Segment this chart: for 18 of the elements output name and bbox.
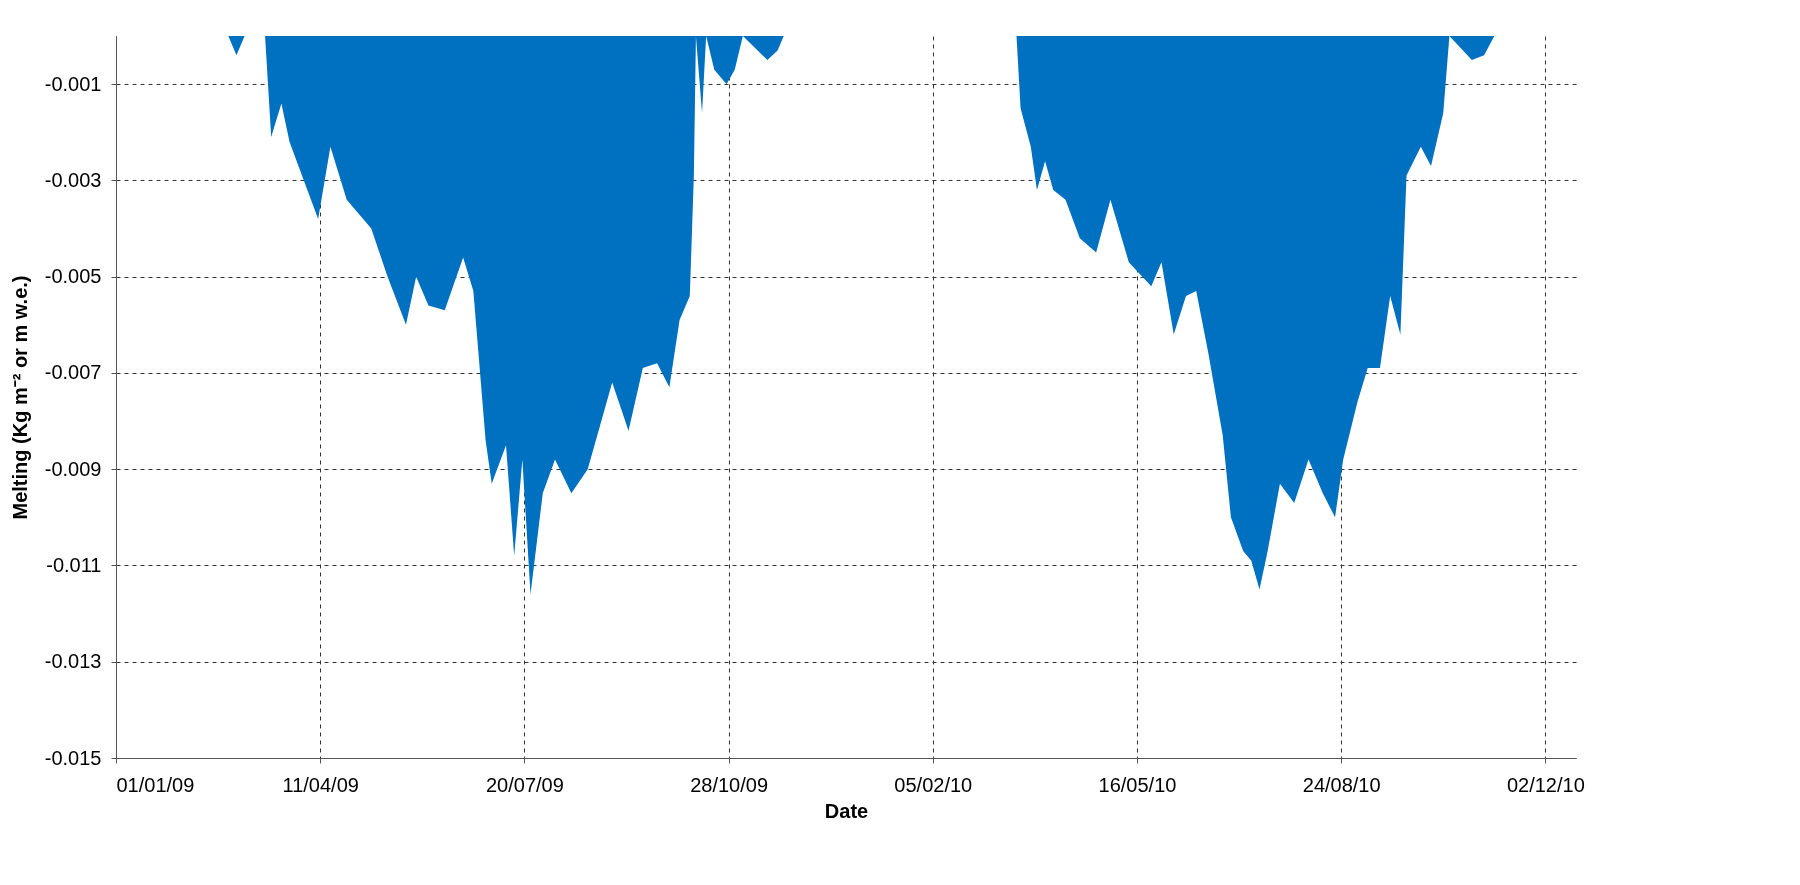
y-tick-label: -0.015 — [44, 746, 102, 769]
y-axis-title: Melting (Kg m⁻² or m w.e.) — [8, 275, 31, 520]
y-tick-label: -0.011 — [46, 553, 102, 576]
x-axis-title: Date — [824, 799, 869, 822]
y-tick-label: -0.005 — [44, 265, 102, 288]
x-tick-label: 02/12/10 — [1506, 773, 1585, 796]
x-tick-label: 16/05/10 — [1098, 773, 1177, 796]
x-tick-label: 28/10/09 — [690, 773, 769, 796]
y-tick-label: -0.009 — [44, 457, 102, 480]
y-tick-label: -0.013 — [44, 650, 102, 673]
x-tick-label: 01/01/09 — [116, 773, 195, 796]
x-tick-label: 20/07/09 — [485, 773, 564, 796]
x-tick-label: 05/02/10 — [894, 773, 973, 796]
x-tick-label: 11/04/09 — [282, 773, 359, 796]
x-tick-label: 24/08/10 — [1302, 773, 1381, 796]
y-tick-label: -0.003 — [44, 168, 102, 191]
y-tick-label: -0.001 — [44, 72, 102, 95]
y-tick-label: -0.007 — [44, 361, 102, 384]
